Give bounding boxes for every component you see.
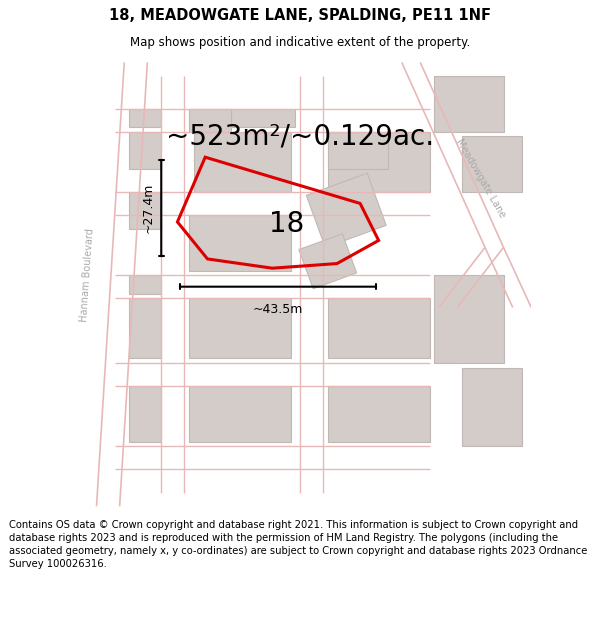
Polygon shape — [129, 109, 161, 127]
Polygon shape — [129, 132, 161, 169]
Text: Meadowgate Lane: Meadowgate Lane — [454, 137, 507, 219]
Polygon shape — [189, 386, 291, 442]
Polygon shape — [328, 132, 430, 192]
Polygon shape — [189, 109, 295, 127]
Polygon shape — [434, 76, 503, 132]
Polygon shape — [189, 215, 291, 271]
Text: ~523m²/~0.129ac.: ~523m²/~0.129ac. — [166, 122, 434, 151]
Text: ~43.5m: ~43.5m — [253, 303, 303, 316]
Text: 18: 18 — [269, 210, 304, 238]
Text: Hannam Boulevard: Hannam Boulevard — [79, 228, 95, 322]
Polygon shape — [328, 132, 388, 169]
Polygon shape — [129, 386, 161, 442]
Polygon shape — [129, 192, 161, 229]
Polygon shape — [129, 275, 161, 294]
Polygon shape — [189, 298, 291, 358]
Text: 18, MEADOWGATE LANE, SPALDING, PE11 1NF: 18, MEADOWGATE LANE, SPALDING, PE11 1NF — [109, 8, 491, 23]
Polygon shape — [129, 298, 161, 358]
Text: Map shows position and indicative extent of the property.: Map shows position and indicative extent… — [130, 36, 470, 49]
Polygon shape — [307, 173, 386, 248]
Polygon shape — [194, 132, 291, 192]
Polygon shape — [462, 136, 522, 192]
Polygon shape — [462, 368, 522, 446]
Text: Contains OS data © Crown copyright and database right 2021. This information is : Contains OS data © Crown copyright and d… — [9, 519, 587, 569]
Polygon shape — [328, 298, 430, 358]
Polygon shape — [299, 234, 356, 289]
Polygon shape — [434, 275, 503, 363]
Polygon shape — [328, 386, 430, 442]
Polygon shape — [189, 109, 230, 132]
Text: ~27.4m: ~27.4m — [142, 183, 154, 233]
